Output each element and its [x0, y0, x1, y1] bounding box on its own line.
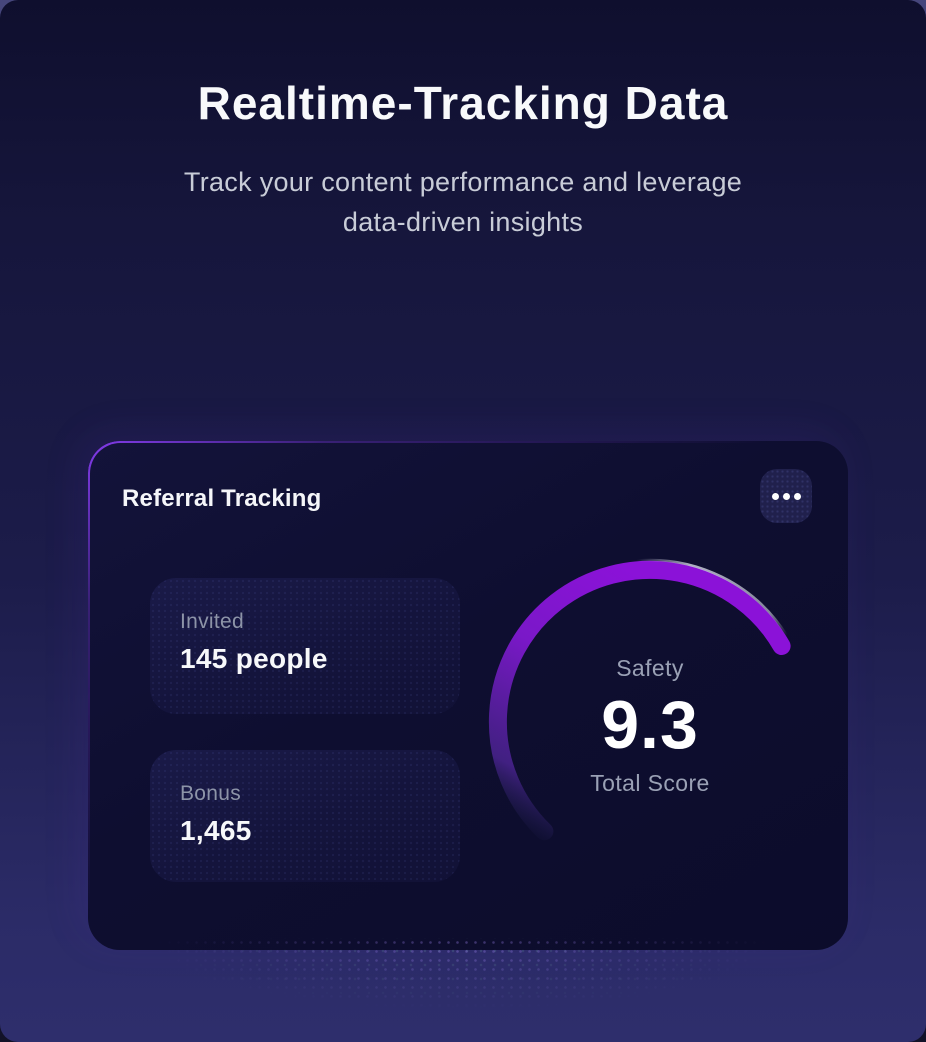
stat-label: Bonus [180, 782, 242, 805]
safety-gauge: Safety 9.3 Total Score [488, 551, 810, 851]
stat-card-bonus: Bonus 1,465 [150, 750, 460, 882]
page-subtitle: Track your content performance and lever… [0, 162, 926, 242]
speckle-texture [120, 938, 806, 1022]
page-title: Realtime-Tracking Data [197, 77, 729, 129]
page-subtitle-line1: Track your content performance and lever… [183, 167, 743, 197]
referral-tracking-card: Referral Tracking Invited 145 people Bon… [88, 441, 848, 950]
menu-button[interactable] [760, 469, 812, 523]
gauge-arc [488, 558, 791, 841]
stat-value: 145 people [180, 643, 328, 674]
page-subtitle-line2: data-driven insights [342, 207, 584, 237]
stat-label: Invited [180, 610, 244, 633]
card-title: Referral Tracking [122, 485, 322, 512]
stat-value: 1,465 [180, 815, 252, 846]
ellipsis-horizontal-icon [771, 492, 801, 500]
gauge-value: 9.3 [601, 687, 699, 763]
stat-card-invited: Invited 145 people [150, 578, 460, 714]
gauge-label: Safety [616, 655, 684, 681]
gauge-caption: Total Score [590, 770, 710, 796]
